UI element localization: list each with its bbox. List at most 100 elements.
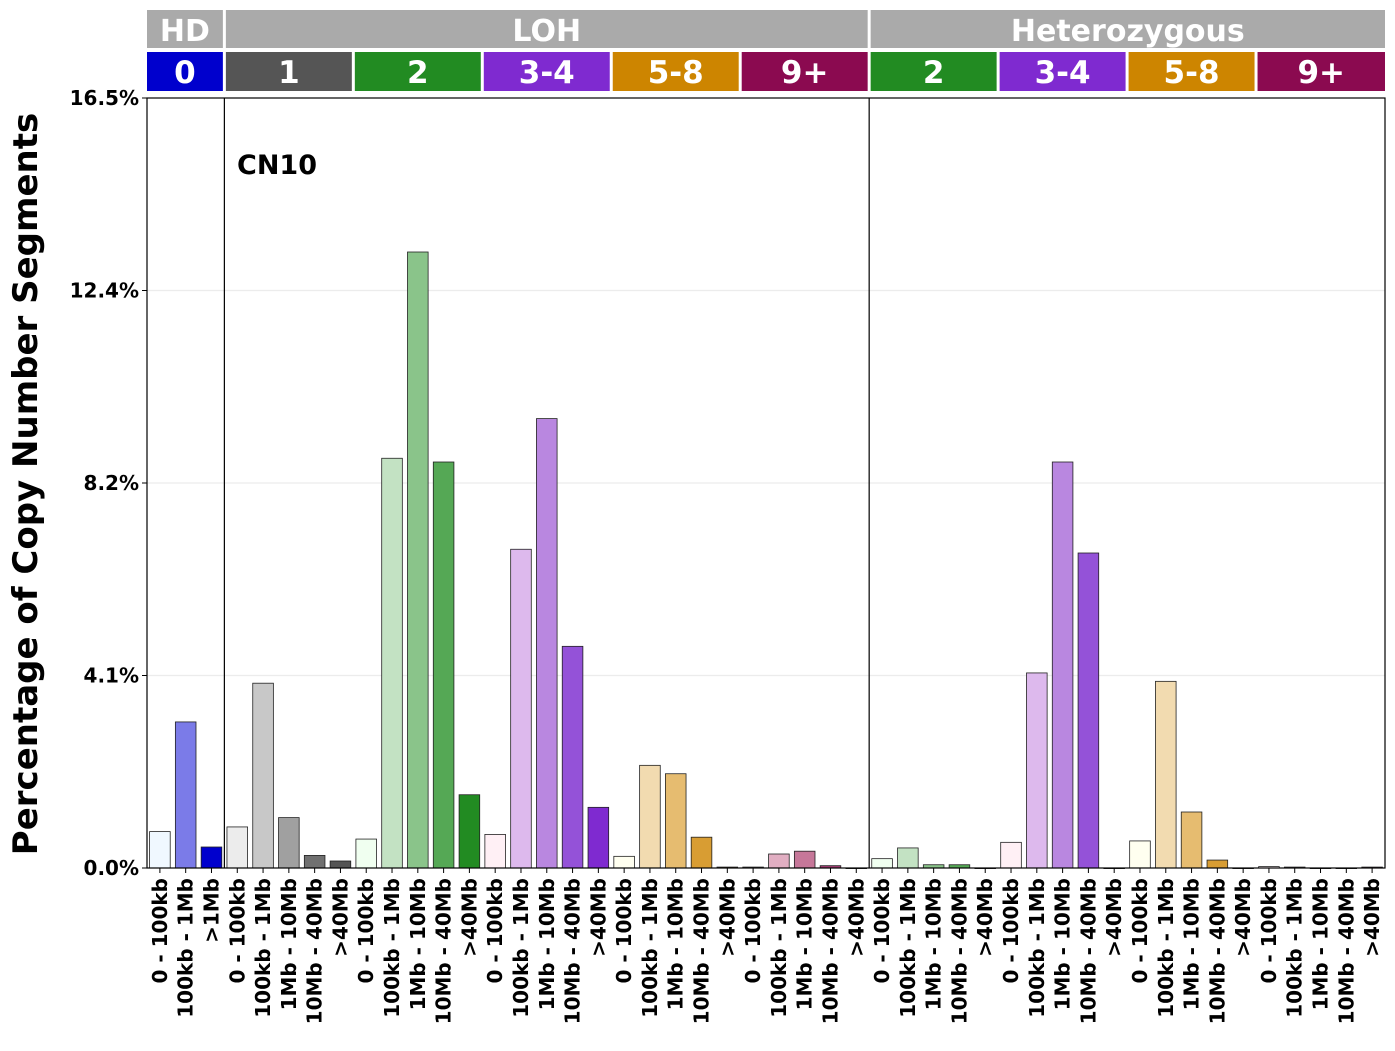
x-tick-label: 100kb - 1Mb (1025, 878, 1049, 1018)
cn-group-strip (1257, 52, 1385, 91)
bar (897, 847, 919, 869)
cn-group-label: 9+ (1297, 55, 1345, 91)
y-tick-label: 4.1% (84, 664, 139, 688)
cn-group-strip (354, 52, 481, 91)
bar (768, 853, 790, 869)
bar (1026, 672, 1048, 869)
x-tick-label: >40Mb (715, 878, 739, 957)
x-tick-label: >40Mb (457, 878, 481, 957)
cn-group-strip (612, 52, 739, 91)
x-tick-label: 0 - 100kb (999, 878, 1023, 984)
bar (665, 773, 687, 869)
x-tick-label: >1Mb (199, 878, 223, 943)
x-tick-label: 100kb - 1Mb (767, 878, 791, 1018)
top-group-label: LOH (512, 14, 581, 49)
cn-group-strip (147, 52, 223, 91)
bar (303, 855, 326, 869)
bar (1000, 841, 1022, 869)
x-tick-label: 1Mb - 10Mb (664, 878, 688, 1010)
bar (381, 457, 403, 869)
y-axis-label: Percentage of Copy Number Segments (6, 113, 46, 855)
header-strips: HD LOH Heterozygous 0 1 2 3-4 5-8 9+ 2 3-4 5-8 9+ (147, 10, 1385, 91)
top-group-strip (147, 10, 223, 48)
x-tick-label: >40Mb (328, 878, 352, 957)
x-tick-label: >40Mb (844, 878, 868, 957)
cn-group-strip (741, 52, 868, 91)
bar (613, 855, 635, 869)
cn-group-label: 3-4 (519, 55, 575, 91)
x-tick-label: 0 - 100kb (1257, 878, 1281, 984)
chart-annotation: CN10 (237, 150, 317, 181)
x-tick-label: 1Mb - 10Mb (406, 878, 430, 1010)
top-group-strip (870, 10, 1385, 48)
cn-group-label: 0 (174, 55, 196, 91)
x-tick-label: >40Mb (1360, 878, 1384, 957)
x-tick-label: 100kb - 1Mb (1283, 878, 1307, 1018)
bar (871, 858, 893, 869)
bar (200, 846, 223, 869)
x-tick-label: 100kb - 1Mb (1154, 878, 1178, 1018)
cn-group-strip (1128, 52, 1255, 91)
bar (484, 834, 506, 869)
y-tick-label: 12.4% (70, 279, 139, 303)
x-tick-label: 1Mb - 10Mb (1051, 878, 1075, 1010)
bar (458, 794, 481, 869)
cn-group-label: 2 (407, 55, 429, 91)
x-tick-label: 100kb - 1Mb (509, 878, 533, 1018)
bar (1155, 680, 1177, 869)
bar (174, 721, 197, 869)
x-tick-label: >40Mb (973, 878, 997, 957)
bars (149, 251, 1383, 870)
x-tick-label: >40Mb (1102, 878, 1126, 957)
bar (690, 836, 713, 869)
x-tick-label: 0 - 100kb (483, 878, 507, 984)
bar (510, 548, 532, 869)
x-tick-label: 1Mb - 10Mb (277, 878, 301, 1010)
cn-group-label: 5-8 (1164, 55, 1220, 91)
x-tick-label: 10Mb - 40Mb (818, 878, 842, 1024)
bar (226, 826, 248, 869)
cn-group-strip (999, 52, 1126, 91)
bar (1206, 859, 1229, 869)
x-tick-label: >40Mb (586, 878, 610, 957)
x-axis-ticks: 0 - 100kb 100kb - 1Mb >1Mb 0 - 100kb 100kb -… (148, 868, 1384, 1024)
bar (252, 682, 274, 869)
top-group-strip (225, 10, 868, 48)
bar (793, 850, 816, 869)
bar (1180, 811, 1203, 869)
bar (561, 645, 584, 869)
x-tick-label: 0 - 100kb (354, 878, 378, 984)
x-tick-label: 100kb - 1Mb (380, 878, 404, 1018)
cn-group-strip (225, 52, 352, 91)
bar (1051, 461, 1074, 869)
x-tick-label: 10Mb - 40Mb (432, 878, 456, 1024)
cn-group-label: 5-8 (648, 55, 704, 91)
bar (432, 461, 455, 869)
x-tick-label: >40Mb (1231, 878, 1255, 957)
bar (587, 806, 610, 869)
x-tick-label: 10Mb - 40Mb (303, 878, 327, 1024)
x-tick-label: 1Mb - 10Mb (793, 878, 817, 1010)
x-tick-label: 0 - 100kb (1128, 878, 1152, 984)
cn-group-label: 1 (278, 55, 300, 91)
x-tick-label: 10Mb - 40Mb (690, 878, 714, 1024)
x-tick-label: 100kb - 1Mb (638, 878, 662, 1018)
x-tick-label: 0 - 100kb (741, 878, 765, 984)
bar (149, 831, 171, 869)
x-tick-label: 10Mb - 40Mb (1334, 878, 1358, 1024)
x-tick-label: 100kb - 1Mb (896, 878, 920, 1018)
gridlines (147, 289, 1385, 677)
top-group-label: Heterozygous (1011, 14, 1245, 49)
x-tick-label: 0 - 100kb (225, 878, 249, 984)
x-tick-label: 10Mb - 40Mb (1205, 878, 1229, 1024)
y-tick-label: 0.0% (84, 856, 139, 880)
x-tick-label: 1Mb - 10Mb (1309, 878, 1333, 1010)
cn-group-label: 9+ (781, 55, 829, 91)
cn-group-strip (870, 52, 997, 91)
bar (536, 418, 558, 869)
bar (1077, 552, 1100, 869)
y-tick-label: 8.2% (84, 471, 139, 495)
x-tick-label: 0 - 100kb (612, 878, 636, 984)
x-tick-label: 1Mb - 10Mb (922, 878, 946, 1010)
